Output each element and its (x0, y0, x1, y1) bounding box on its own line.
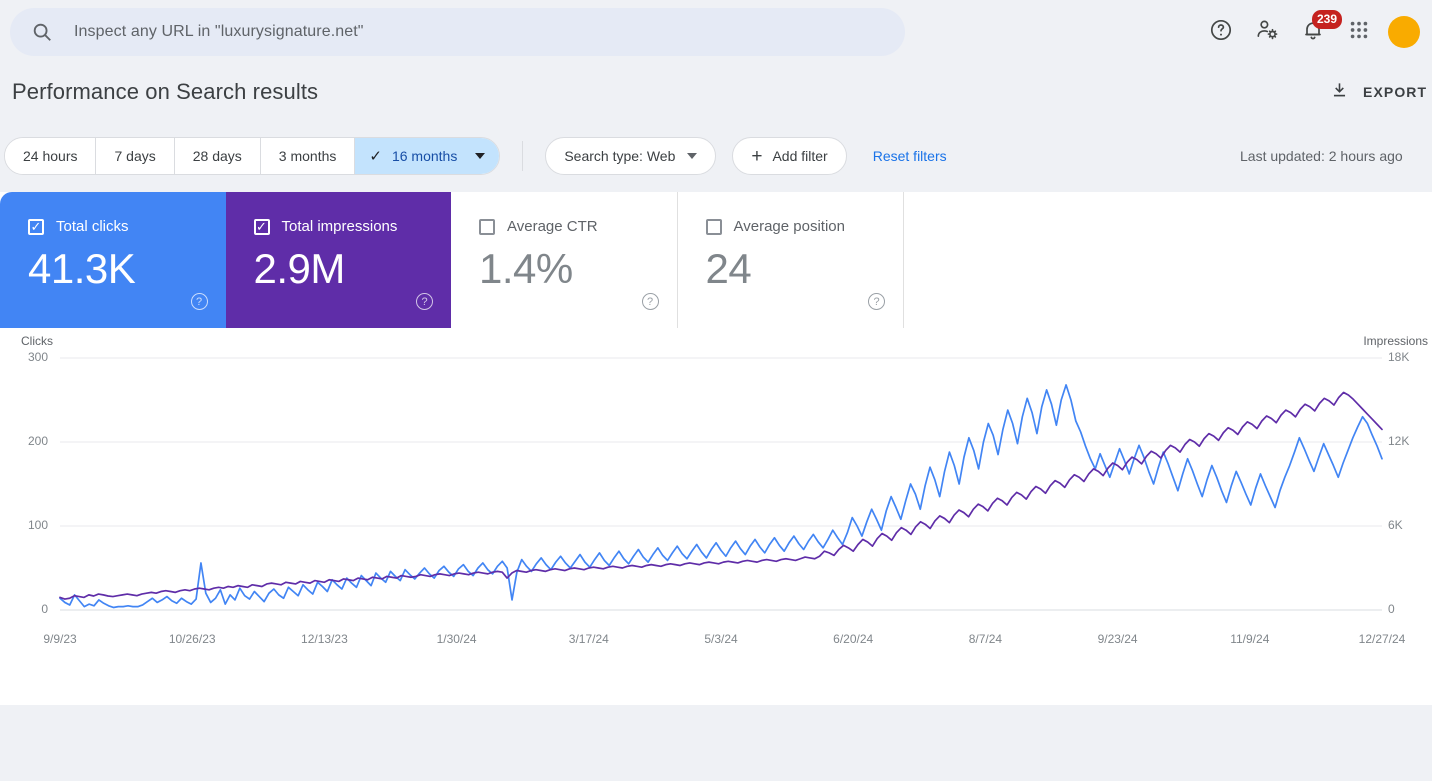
notifications-badge: 239 (1312, 10, 1343, 29)
help-button[interactable] (1198, 9, 1244, 55)
metric-cards: ✓ Total clicks 41.3K ? ✓ Total impressio… (0, 192, 904, 328)
search-placeholder: Inspect any URL in "luxurysignature.net" (74, 23, 364, 40)
y-axis-title-impressions: Impressions (1363, 334, 1428, 348)
chart-plot (59, 357, 1383, 611)
x-tick-label: 6/20/24 (833, 632, 874, 646)
y-tick-label: 100 (27, 518, 48, 532)
y-tick-label: 0 (41, 602, 48, 616)
date-range-selector[interactable]: 24 hours 7 days 28 days 3 months ✓ 16 mo… (4, 137, 501, 175)
metric-label: Total impressions (281, 218, 398, 235)
search-type-filter[interactable]: Search type: Web (545, 137, 717, 175)
page-title: Performance on Search results (12, 79, 319, 104)
metric-header: ✓ Total impressions (253, 218, 452, 235)
metric-value: 24 (705, 245, 752, 292)
metric-label: Total clicks (56, 218, 129, 235)
date-range-label: 24 hours (23, 148, 78, 164)
download-icon (1330, 81, 1349, 103)
export-button[interactable]: EXPORT (1330, 81, 1432, 103)
help-icon[interactable]: ? (416, 293, 433, 310)
metric-card-average-position[interactable]: ✓ Average position 24 ? (678, 192, 904, 328)
person-gear-icon (1255, 17, 1280, 47)
metric-header: ✓ Total clicks (28, 218, 226, 235)
x-tick-label: 5/3/24 (704, 632, 738, 646)
metric-card-average-ctr[interactable]: ✓ Average CTR 1.4% ? (451, 192, 678, 328)
chevron-down-icon (475, 153, 486, 159)
google-apps-button[interactable] (1336, 9, 1382, 55)
help-circle-icon (1209, 18, 1233, 47)
date-range-7-days[interactable]: 7 days (96, 138, 175, 174)
toolbar-divider (522, 141, 524, 171)
x-tick-label: 9/23/24 (1097, 632, 1138, 646)
topbar-actions: 239 (1198, 9, 1420, 55)
x-tick-label: 12/27/24 (1358, 632, 1406, 646)
apps-grid-icon (1348, 19, 1370, 46)
date-range-16-months[interactable]: ✓ 16 months (355, 138, 500, 174)
page-header: Performance on Search results EXPORT (0, 64, 1432, 120)
checkbox-unchecked-icon[interactable]: ✓ (705, 218, 722, 235)
filter-toolbar: 24 hours 7 days 28 days 3 months ✓ 16 mo… (0, 120, 1432, 192)
metric-value: 41.3K (28, 245, 136, 292)
search-icon (30, 20, 54, 44)
chevron-down-icon (687, 153, 698, 159)
help-icon[interactable]: ? (641, 293, 659, 310)
x-tick-label: 3/17/24 (568, 632, 609, 646)
url-inspection-search-input[interactable]: Inspect any URL in "luxurysignature.net" (10, 8, 905, 56)
metric-value: 1.4% (479, 245, 573, 292)
metric-card-total-clicks[interactable]: ✓ Total clicks 41.3K ? (0, 192, 226, 328)
x-tick-label: 11/9/24 (1230, 632, 1270, 646)
plus-icon: + (751, 145, 763, 167)
y2-tick-label: 18K (1388, 350, 1410, 364)
checkbox-checked-icon[interactable]: ✓ (253, 218, 270, 235)
date-range-label: 7 days (114, 148, 156, 164)
x-tick-label: 1/30/24 (436, 632, 477, 646)
export-label: EXPORT (1363, 84, 1428, 100)
help-icon[interactable]: ? (190, 293, 208, 310)
checkbox-checked-icon[interactable]: ✓ (28, 218, 44, 235)
search-type-label: Search type: Web (564, 148, 676, 164)
last-updated-text: Last updated: 2 hours ago (1240, 148, 1403, 164)
performance-panel: ✓ Total clicks 41.3K ? ✓ Total impressio… (0, 192, 1432, 705)
add-filter-label: Add filter (772, 148, 828, 164)
date-range-28-days[interactable]: 28 days (174, 138, 261, 174)
metric-label: Average CTR (507, 218, 598, 235)
notifications-button[interactable]: 239 (1290, 9, 1343, 55)
date-range-3-months[interactable]: 3 months (260, 138, 356, 174)
performance-chart[interactable]: Clicks Impressions 0 100 200 300 0 6K 12K 18K 9/… (0, 328, 1432, 705)
avatar[interactable] (1388, 16, 1420, 48)
top-app-bar: Inspect any URL in "luxurysignature.net" (0, 0, 1432, 64)
date-range-label: 3 months (278, 148, 337, 164)
x-tick-label: 9/9/23 (43, 632, 77, 646)
date-range-24-hours[interactable]: 24 hours (5, 138, 97, 174)
x-tick-label: 8/7/24 (968, 632, 1003, 646)
checkbox-unchecked-icon[interactable]: ✓ (479, 218, 495, 235)
x-tick-label: 12/13/23 (301, 632, 348, 646)
metric-header: ✓ Average position (705, 218, 904, 235)
date-range-label: 16 months (391, 148, 458, 164)
date-range-label: 28 days (192, 148, 242, 164)
metric-header: ✓ Average CTR (479, 218, 677, 235)
y2-tick-label: 6K (1388, 518, 1403, 532)
check-icon: ✓ (369, 148, 382, 165)
metric-value: 2.9M (253, 245, 346, 292)
help-icon[interactable]: ? (868, 293, 885, 310)
y-axis-title-clicks: Clicks (21, 334, 53, 348)
x-tick-label: 10/26/23 (168, 632, 216, 646)
metric-label: Average position (733, 218, 845, 235)
add-filter-button[interactable]: + Add filter (732, 137, 847, 175)
y-tick-label: 200 (27, 434, 48, 448)
account-settings-button[interactable] (1244, 9, 1290, 55)
y-tick-label: 300 (27, 350, 48, 364)
metric-card-total-impressions[interactable]: ✓ Total impressions 2.9M ? (225, 192, 452, 328)
reset-filters-button[interactable]: Reset filters (872, 148, 947, 164)
y2-tick-label: 12K (1388, 434, 1410, 448)
y2-tick-label: 0 (1388, 602, 1395, 616)
